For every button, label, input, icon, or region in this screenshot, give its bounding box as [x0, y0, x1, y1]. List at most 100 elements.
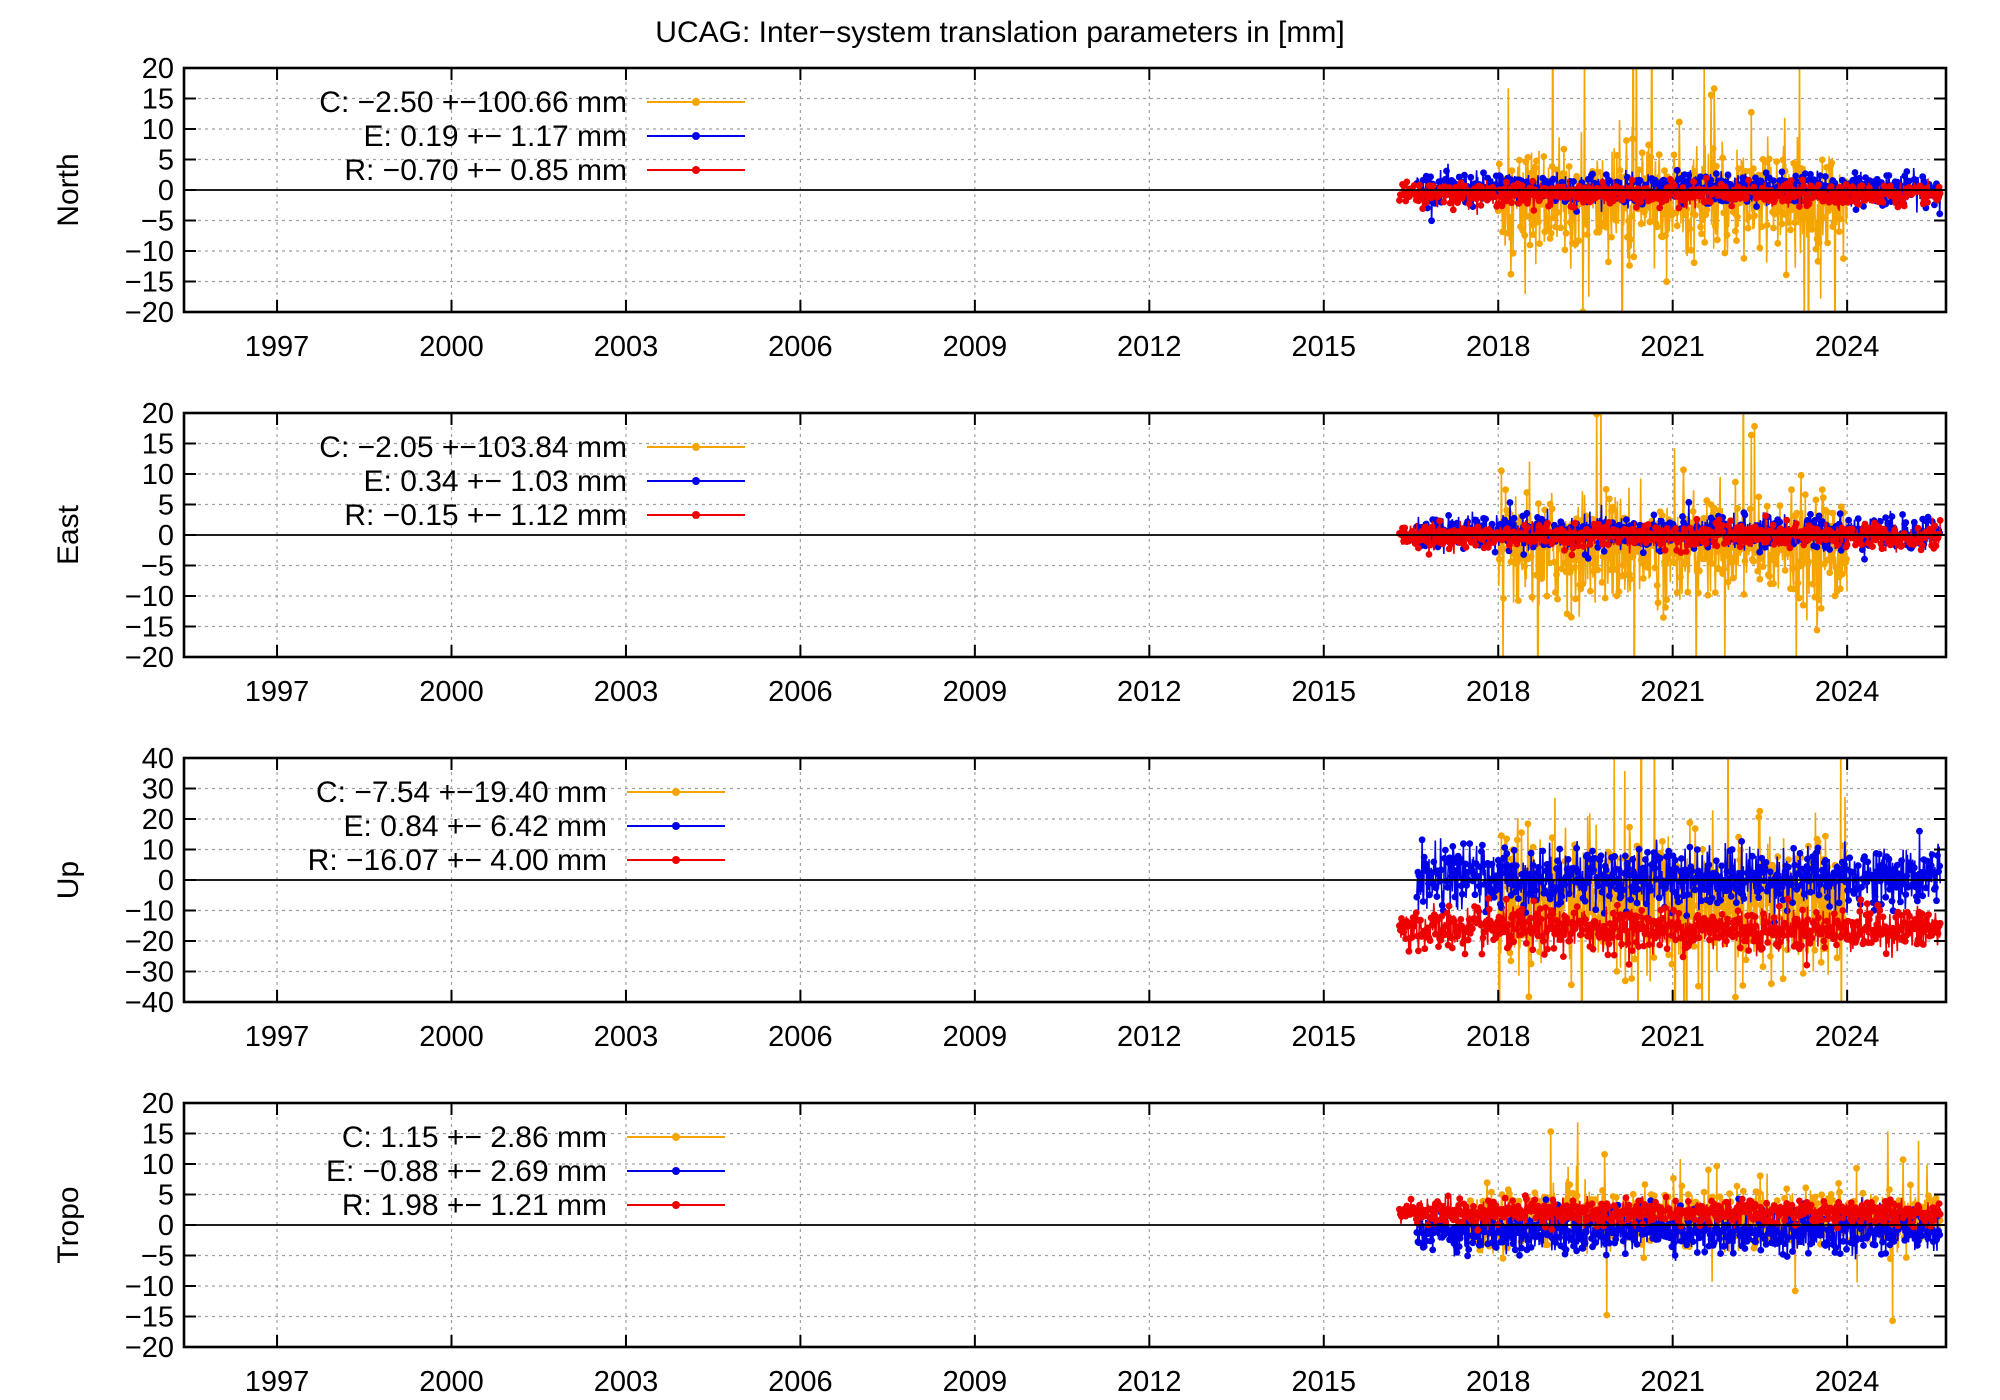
data-point	[1747, 431, 1755, 439]
data-point	[1560, 145, 1568, 153]
data-point	[1541, 887, 1549, 895]
data-point	[1850, 923, 1857, 930]
data-point	[1418, 836, 1426, 844]
data-point	[1765, 572, 1773, 580]
data-point	[1682, 548, 1690, 555]
data-point	[1527, 960, 1535, 968]
data-point	[1479, 841, 1486, 849]
data-point	[1529, 231, 1537, 239]
data-point	[1401, 524, 1409, 532]
data-point	[1541, 506, 1549, 514]
data-point	[1728, 846, 1736, 853]
data-point	[1600, 534, 1607, 542]
data-point	[1787, 226, 1794, 234]
data-point	[1412, 909, 1420, 917]
data-point	[1426, 891, 1433, 899]
data-point	[1672, 525, 1679, 532]
data-point	[1629, 553, 1637, 561]
data-point	[1552, 1239, 1559, 1246]
y-tick-label: 40	[142, 743, 174, 775]
data-point	[1641, 930, 1649, 938]
data-point	[1442, 846, 1449, 854]
data-point	[1662, 604, 1669, 611]
data-point	[1533, 157, 1540, 165]
panel-tropo: 1997 2000 2003 2006 2009 2012 2015 2018 2021 2024…	[52, 1088, 1948, 1398]
data-point	[1503, 835, 1511, 843]
data-point	[1551, 521, 1558, 529]
data-point	[1454, 932, 1461, 940]
data-point	[1582, 1228, 1590, 1236]
data-point	[1523, 212, 1531, 220]
legend-marker-R	[692, 511, 700, 519]
data-point	[1492, 193, 1500, 201]
data-point	[1705, 861, 1713, 869]
data-point	[1400, 928, 1407, 936]
data-point	[1460, 840, 1467, 848]
data-point	[1516, 1251, 1523, 1259]
data-point	[1745, 176, 1752, 184]
data-point	[1713, 542, 1721, 550]
data-point	[1611, 204, 1619, 211]
data-point	[1499, 918, 1507, 925]
data-point	[1764, 535, 1772, 543]
data-point	[1627, 575, 1634, 583]
data-point	[1701, 555, 1709, 562]
x-tick-label: 2012	[1117, 331, 1182, 363]
data-point	[1492, 872, 1500, 880]
data-point	[1676, 923, 1684, 930]
data-point	[1861, 520, 1869, 528]
data-point	[1433, 893, 1441, 900]
data-point	[1612, 916, 1620, 924]
data-point	[1550, 944, 1558, 952]
data-point	[1429, 1246, 1437, 1254]
y-tick-label: −20	[125, 926, 174, 958]
data-point	[1529, 862, 1537, 869]
data-point	[1634, 885, 1642, 893]
data-point	[1728, 202, 1736, 210]
x-tick-label: 1997	[245, 331, 310, 363]
data-point	[1829, 509, 1837, 517]
data-point	[1512, 862, 1520, 869]
data-point	[1478, 950, 1486, 958]
data-point	[1597, 895, 1605, 903]
data-point	[1924, 921, 1931, 928]
data-point	[1838, 1074, 1845, 1081]
data-point	[1684, 891, 1692, 898]
data-point	[1851, 169, 1859, 176]
data-point	[1784, 895, 1792, 903]
y-tick-label: −40	[125, 987, 174, 1019]
data-point	[1526, 241, 1534, 249]
data-point	[1662, 232, 1669, 239]
data-point	[1619, 396, 1626, 403]
data-point	[1614, 527, 1621, 535]
data-point	[1800, 541, 1808, 549]
data-point	[1818, 866, 1826, 874]
data-point	[1449, 843, 1457, 850]
data-point	[1794, 579, 1802, 587]
data-point	[1762, 859, 1770, 866]
data-point	[1711, 589, 1719, 596]
y-tick-label: 20	[142, 398, 174, 430]
data-point	[1796, 203, 1803, 210]
data-point	[1524, 820, 1532, 828]
x-tick-label: 2006	[768, 1021, 833, 1053]
data-point	[1417, 916, 1424, 924]
data-point	[1878, 545, 1886, 553]
data-point	[1866, 177, 1874, 185]
data-point	[1773, 1197, 1781, 1205]
data-point	[1679, 953, 1687, 961]
data-point	[1635, 943, 1642, 950]
x-tick-label: 2003	[594, 676, 659, 708]
data-point	[1682, 211, 1690, 219]
data-point	[1706, 1041, 1713, 1048]
data-point	[1510, 514, 1518, 522]
data-point	[1548, 505, 1556, 513]
data-point	[1524, 871, 1532, 879]
data-point	[1564, 1227, 1572, 1235]
legend-label-R: R: −16.07 +− 4.00 mm	[308, 844, 607, 877]
data-point	[1683, 1119, 1690, 1126]
data-point	[1626, 262, 1633, 269]
data-point	[1542, 1196, 1550, 1204]
data-point	[1614, 548, 1622, 556]
data-point	[1751, 913, 1759, 920]
